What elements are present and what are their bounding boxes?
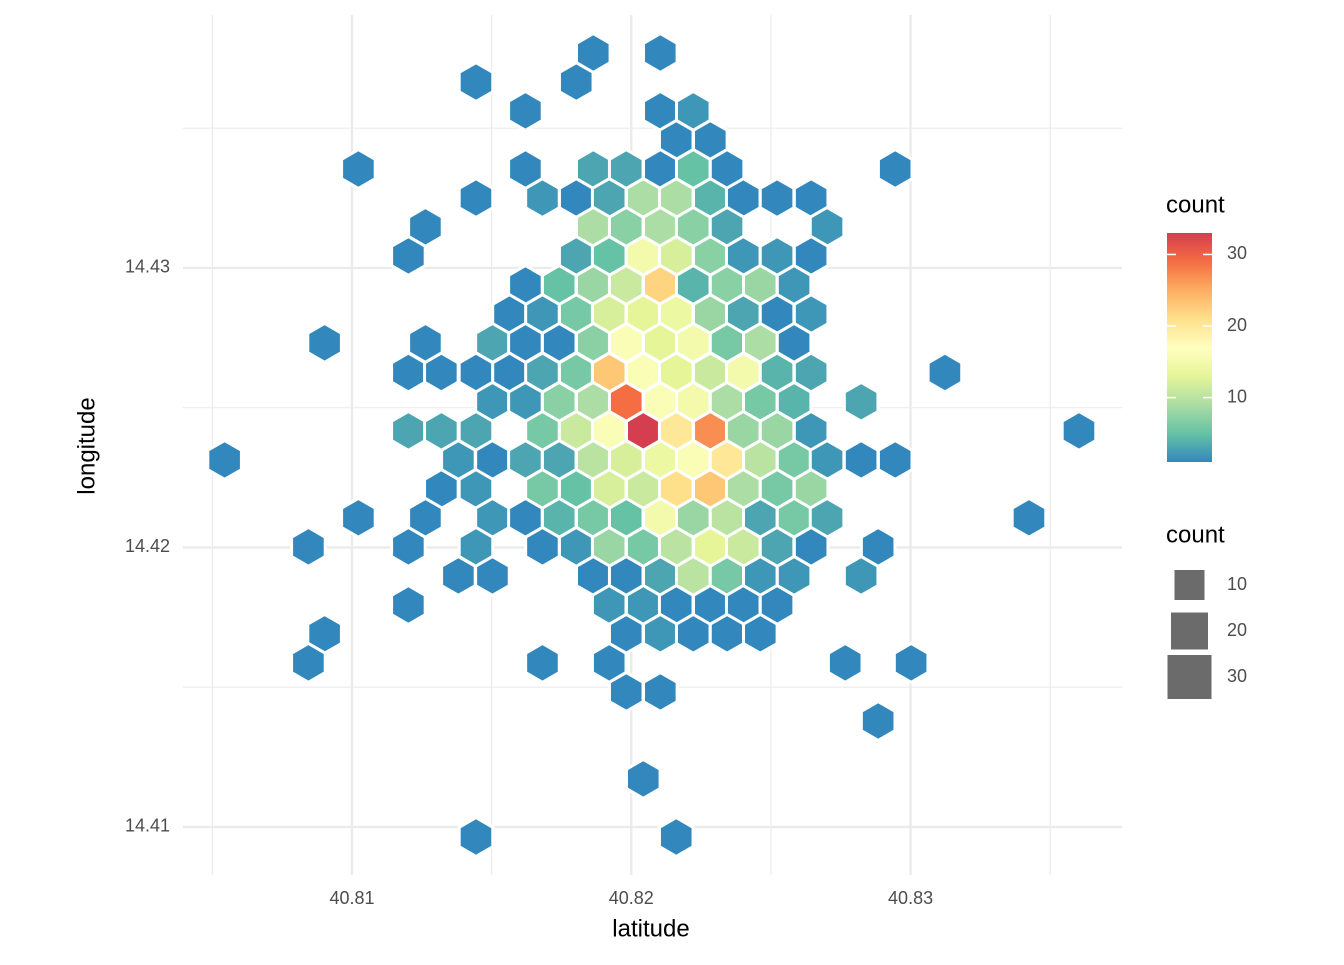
hexbin-cell — [457, 60, 495, 104]
hexbin-cell — [340, 496, 377, 539]
plot-area — [183, 15, 1122, 875]
hexbin-cell — [524, 176, 561, 220]
hexbin-cell — [926, 351, 964, 394]
hexbin-cell — [607, 670, 645, 714]
hexbin-cell — [826, 641, 864, 684]
y-tick-label: 14.41 — [125, 816, 170, 836]
hexbin-cell — [876, 147, 914, 191]
hexbin-cell — [842, 554, 880, 598]
hexbin-cell — [423, 351, 460, 394]
hexbin-cell — [440, 554, 477, 598]
hexbin-cell — [206, 438, 243, 482]
hexbin-cell — [306, 321, 343, 364]
hexbin-cell — [642, 612, 679, 655]
x-axis-title: latitude — [612, 915, 689, 942]
hexbin-cell — [892, 641, 930, 684]
color-legend-title: count — [1166, 191, 1225, 218]
hexbin-cell — [474, 554, 511, 598]
color-legend-label: 20 — [1227, 315, 1247, 335]
size-legend-label: 20 — [1227, 620, 1247, 640]
size-legend-key — [1170, 611, 1209, 651]
hexbin-cell — [758, 176, 796, 220]
hexbin-cell — [642, 670, 679, 714]
hexbin-cell — [657, 815, 695, 859]
y-axis-title: longitude — [73, 397, 100, 494]
hexbin-cell — [390, 234, 427, 278]
hexbin-cell — [674, 612, 712, 655]
hexbin-cell — [390, 351, 427, 394]
size-legend-key — [1173, 569, 1206, 601]
hexbin-cell — [557, 60, 595, 104]
size-legend-title: count — [1166, 521, 1225, 548]
hexbin-cell — [624, 757, 662, 800]
hexbin-cell — [340, 147, 377, 191]
color-bar — [1167, 233, 1212, 462]
hexbin-cell — [642, 31, 679, 75]
x-tick-label: 40.81 — [329, 888, 374, 908]
color-legend-label: 30 — [1227, 243, 1247, 263]
hexbin-cell — [842, 438, 880, 482]
hexbin-cell — [1060, 409, 1098, 453]
size-legend-label: 10 — [1227, 574, 1247, 594]
hexbin-cell — [290, 525, 327, 569]
size-legend-key — [1166, 654, 1213, 700]
hexbin-cell — [457, 815, 495, 859]
hexbin-cell — [524, 641, 561, 684]
hexbin-cell — [859, 699, 897, 743]
y-tick-label: 14.42 — [125, 536, 170, 556]
hexbin-cell — [524, 525, 561, 569]
hexbin-cell — [390, 409, 427, 453]
y-tick-label: 14.43 — [125, 257, 170, 277]
hexbin-cell — [290, 641, 327, 684]
size-legend-label: 30 — [1227, 666, 1247, 686]
hexbin-cell — [842, 380, 880, 423]
hexbin-cell — [457, 176, 495, 220]
hexbin-cell — [390, 525, 427, 569]
x-tick-label: 40.83 — [888, 888, 933, 908]
hexbin-cell — [742, 612, 779, 655]
hexbin-cell — [390, 583, 427, 627]
color-legend-label: 10 — [1227, 386, 1247, 406]
hexbin-cell — [708, 612, 746, 655]
hexbin-cell — [507, 89, 544, 133]
x-tick-label: 40.82 — [609, 888, 654, 908]
hexbin-cell — [876, 438, 914, 482]
hexbin-cell — [1010, 496, 1048, 539]
